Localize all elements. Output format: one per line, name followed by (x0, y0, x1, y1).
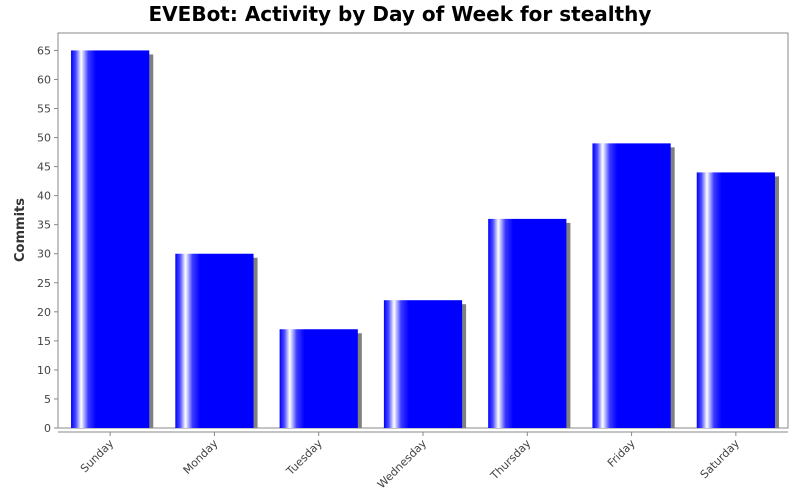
x-tick-label: Monday (181, 437, 221, 477)
y-tick-label: 40 (37, 190, 51, 203)
bar-friday (592, 143, 671, 428)
bar-saturday (696, 172, 775, 428)
y-tick-label: 25 (37, 277, 51, 290)
chart-title: EVEBot: Activity by Day of Week for stea… (149, 2, 652, 26)
bar-wednesday (383, 300, 463, 428)
y-tick-label: 45 (37, 161, 51, 174)
y-axis-label: Commits (13, 198, 28, 262)
y-tick-label: 20 (37, 306, 51, 319)
bar-monday (175, 253, 254, 428)
y-tick-label: 15 (37, 335, 51, 348)
y-tick-label: 50 (37, 132, 51, 145)
y-tick-label: 55 (37, 103, 51, 116)
y-tick-label: 10 (37, 364, 51, 377)
bar-thursday (488, 218, 567, 428)
x-tick-label: Thursday (487, 437, 533, 483)
x-tick-label: Wednesday (375, 437, 430, 492)
y-tick-label: 5 (44, 393, 51, 406)
x-tick-label: Tuesday (283, 437, 325, 479)
x-tick-label: Saturday (698, 437, 743, 482)
y-tick-label: 35 (37, 219, 51, 232)
x-tick-label: Friday (605, 437, 638, 470)
y-tick-label: 65 (37, 44, 51, 57)
bar-tuesday (279, 329, 358, 428)
bar-sunday (71, 50, 150, 428)
y-tick-label: 0 (44, 422, 51, 435)
y-tick-label: 30 (37, 248, 51, 261)
x-tick-label: Sunday (78, 437, 117, 476)
y-tick-label: 60 (37, 73, 51, 86)
